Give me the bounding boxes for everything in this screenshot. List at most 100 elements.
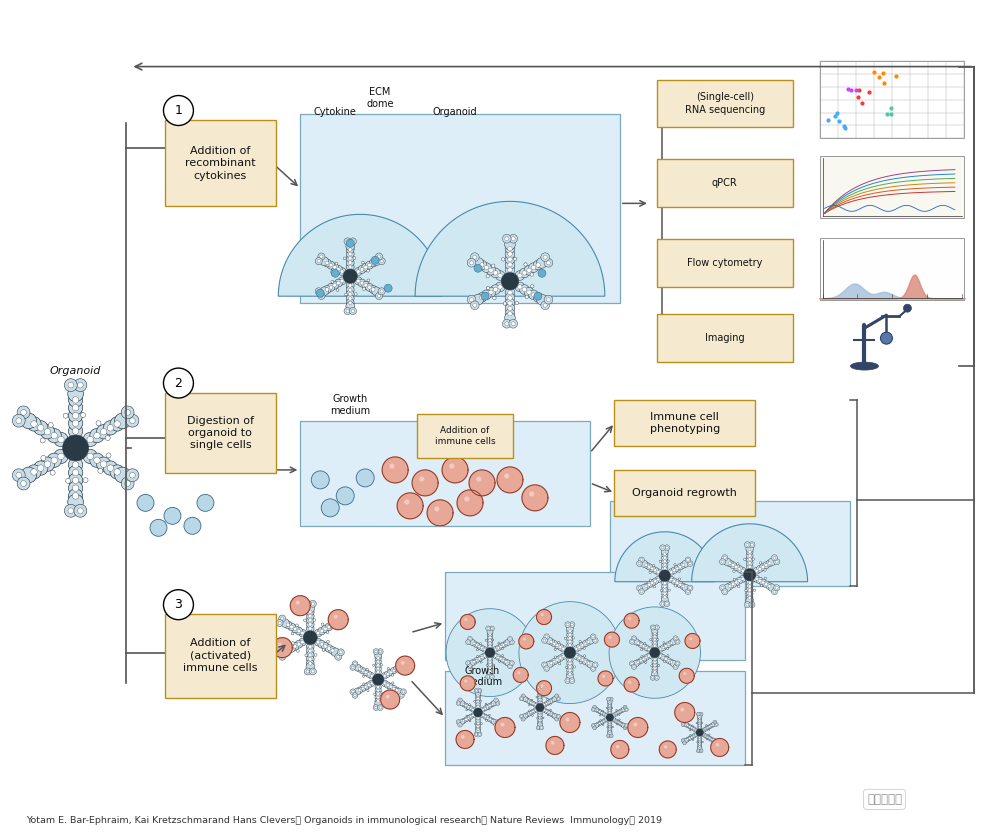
Circle shape [590, 634, 596, 639]
Circle shape [17, 406, 30, 419]
Circle shape [685, 557, 690, 563]
Circle shape [746, 583, 753, 590]
Polygon shape [604, 632, 619, 647]
Circle shape [34, 421, 48, 435]
Circle shape [555, 717, 558, 721]
Circle shape [68, 408, 82, 422]
Circle shape [354, 662, 356, 665]
Circle shape [556, 718, 558, 720]
Circle shape [474, 701, 475, 702]
Circle shape [326, 631, 329, 634]
Circle shape [548, 714, 549, 716]
Circle shape [505, 660, 511, 666]
Circle shape [666, 603, 669, 605]
Circle shape [164, 96, 193, 126]
Text: Cytokine: Cytokine [313, 106, 357, 116]
Circle shape [648, 566, 651, 568]
Bar [819, 238, 964, 300]
Circle shape [748, 554, 751, 557]
Circle shape [63, 413, 68, 418]
Circle shape [401, 665, 407, 670]
Circle shape [719, 585, 725, 591]
Circle shape [395, 689, 398, 691]
Circle shape [498, 642, 500, 644]
Circle shape [662, 565, 668, 572]
Circle shape [539, 717, 541, 719]
Circle shape [564, 637, 566, 639]
Circle shape [706, 738, 707, 740]
Circle shape [65, 478, 70, 484]
Circle shape [601, 711, 606, 716]
Circle shape [375, 695, 381, 701]
Circle shape [568, 637, 571, 639]
Circle shape [544, 639, 546, 642]
Circle shape [603, 720, 604, 722]
Circle shape [582, 640, 588, 647]
Text: Imaging: Imaging [705, 334, 744, 343]
Circle shape [555, 694, 558, 698]
Text: qPCR: qPCR [712, 178, 738, 189]
Circle shape [480, 723, 482, 725]
Circle shape [489, 639, 491, 641]
Circle shape [626, 725, 627, 727]
Circle shape [660, 601, 666, 607]
Circle shape [477, 695, 479, 697]
Circle shape [677, 640, 679, 643]
Circle shape [601, 711, 602, 714]
Circle shape [74, 379, 87, 391]
Circle shape [529, 700, 533, 705]
Circle shape [487, 656, 493, 662]
Circle shape [284, 621, 292, 628]
Circle shape [386, 695, 390, 699]
Circle shape [646, 653, 652, 659]
Circle shape [370, 682, 373, 685]
Circle shape [12, 468, 25, 482]
Circle shape [558, 644, 563, 650]
Circle shape [307, 612, 314, 620]
Circle shape [682, 724, 683, 726]
Circle shape [651, 625, 656, 630]
Circle shape [493, 297, 496, 300]
Polygon shape [442, 457, 468, 483]
Circle shape [579, 642, 585, 649]
Polygon shape [469, 470, 495, 496]
Circle shape [495, 699, 497, 701]
Circle shape [688, 726, 690, 727]
Circle shape [482, 714, 484, 716]
Circle shape [472, 714, 474, 716]
Circle shape [709, 726, 711, 727]
Circle shape [87, 437, 93, 442]
Circle shape [475, 716, 480, 721]
Circle shape [110, 416, 124, 431]
Circle shape [62, 435, 88, 461]
Circle shape [464, 618, 467, 621]
Circle shape [474, 658, 479, 663]
Circle shape [737, 586, 740, 587]
Circle shape [396, 688, 403, 696]
Circle shape [726, 582, 733, 590]
Circle shape [515, 302, 519, 305]
Circle shape [489, 705, 491, 706]
Circle shape [348, 288, 352, 292]
Circle shape [16, 473, 22, 478]
Circle shape [487, 644, 493, 649]
Circle shape [96, 421, 101, 426]
Circle shape [392, 682, 394, 684]
Circle shape [651, 567, 654, 570]
Circle shape [679, 570, 681, 572]
Circle shape [41, 455, 46, 460]
Circle shape [338, 277, 346, 285]
Circle shape [658, 653, 664, 659]
Polygon shape [611, 741, 629, 758]
Circle shape [731, 582, 734, 586]
Circle shape [581, 644, 584, 647]
Circle shape [276, 619, 283, 627]
Circle shape [309, 614, 312, 618]
Circle shape [504, 473, 509, 478]
Circle shape [741, 577, 744, 580]
Circle shape [532, 292, 536, 297]
Circle shape [576, 644, 582, 650]
Circle shape [389, 685, 392, 688]
Circle shape [45, 461, 51, 468]
Circle shape [549, 639, 555, 645]
